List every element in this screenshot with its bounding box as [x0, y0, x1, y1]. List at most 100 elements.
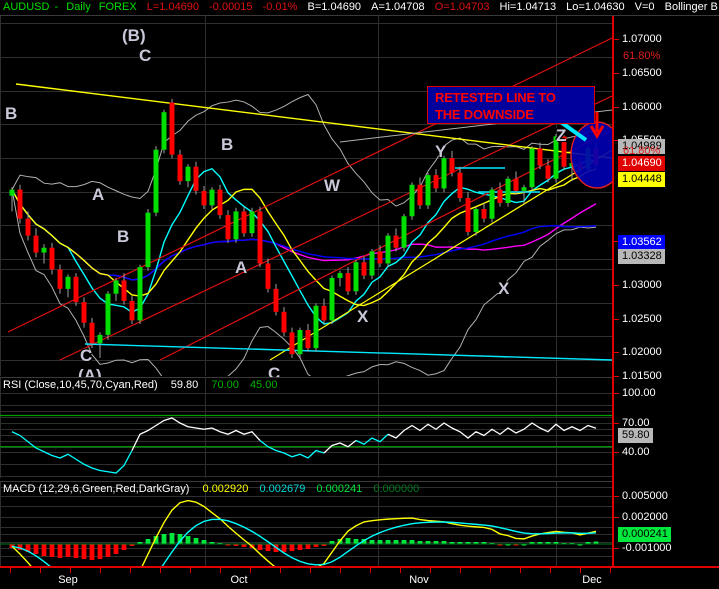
- axis-price-label: 1.02000: [622, 346, 662, 358]
- wave-label-1: C: [139, 46, 152, 65]
- wave-label-2: B: [5, 104, 18, 123]
- macd-value-highlight[interactable]: 0.000241: [618, 527, 671, 542]
- gridline-h: [0, 464, 612, 465]
- price-highlight-2[interactable]: 1.04448: [618, 172, 665, 187]
- axis-price-label: 1.02500: [622, 313, 662, 325]
- price-rsi-divider: [0, 377, 612, 378]
- gridline-h: [0, 336, 612, 337]
- axis-tick: [614, 39, 619, 40]
- axis-tick: [614, 393, 619, 394]
- rsi-upper-level: 70.00: [211, 379, 239, 391]
- time-tick: [550, 568, 551, 573]
- macd-axis-label: 0.002000: [622, 511, 668, 523]
- fib-label-0: 61.80%: [623, 50, 661, 62]
- gridline-h: [0, 393, 612, 394]
- gridline-h: [0, 259, 612, 260]
- wave-label-14: Z: [556, 126, 567, 145]
- annotation-box[interactable]: RETESTED LINE TO THE DOWNSIDE: [427, 86, 595, 124]
- price-highlight-0[interactable]: 1.04989: [618, 139, 665, 154]
- axis-price-label: 1.07000: [622, 33, 662, 45]
- header-divider: [0, 15, 719, 16]
- gridline-h: [0, 405, 612, 406]
- time-tick: [70, 568, 71, 573]
- axis-tick: [614, 73, 619, 74]
- rsi-axis-label: 70.00: [622, 417, 650, 429]
- gridline-h: [0, 527, 612, 528]
- time-tick: [250, 568, 251, 573]
- gridline-v: [556, 16, 557, 376]
- high-price: Hi=1.04713: [499, 1, 557, 13]
- time-tick: [610, 568, 611, 573]
- wave-label-3: A: [92, 185, 105, 204]
- gridline-h: [0, 452, 612, 453]
- price-highlight-4[interactable]: 1.03328: [618, 249, 665, 264]
- gridline-v: [0, 482, 1, 566]
- ask-price: A=1.04708: [371, 1, 425, 13]
- macd-legend: MACD (12,29,6,Green,Red,DarkGray) 0.0029…: [3, 483, 419, 495]
- time-label-sep: Sep: [58, 574, 78, 586]
- wave-label-13: X: [498, 279, 510, 298]
- gridline-h: [0, 534, 612, 535]
- gridline-h: [0, 506, 612, 507]
- price-highlight-3[interactable]: 1.03562: [618, 235, 665, 250]
- gridline-h: [0, 435, 612, 436]
- time-tick: [190, 568, 191, 573]
- macd-panel[interactable]: MACD (12,29,6,Green,Red,DarkGray) 0.0029…: [0, 482, 612, 566]
- rsi-legend-name: RSI (Close,10,45,70,Cyan,Red): [3, 379, 158, 391]
- gridline-h: [0, 158, 612, 159]
- annotation-line-2: THE DOWNSIDE: [435, 107, 534, 122]
- time-label-dec: Dec: [582, 574, 602, 586]
- macd-line-value: 0.002920: [202, 483, 249, 495]
- macd-legend-name: MACD (12,29,6,Green,Red,DarkGray): [3, 483, 190, 495]
- time-tick: [370, 568, 371, 573]
- price-change: -0.00015: [209, 1, 253, 13]
- trendline-5: [84, 343, 612, 361]
- gridline-v: [556, 378, 557, 478]
- time-tick: [160, 568, 161, 573]
- price-chart-panel[interactable]: (B) C B A B C (A) B A C W X Y X Z RETESTED LINE TO THE…: [0, 16, 612, 384]
- gridline-h: [0, 548, 612, 549]
- gridline-h: [0, 411, 612, 412]
- gridline-h: [0, 225, 612, 226]
- gridline-h: [0, 476, 612, 477]
- time-axis[interactable]: Sep Oct Nov Dec: [0, 566, 719, 589]
- time-tick: [460, 568, 461, 573]
- axis-tick: [614, 285, 619, 286]
- axis-price-label: 1.06500: [622, 67, 662, 79]
- open-price: O=1.04703: [434, 1, 490, 13]
- macd-axis-label: -0.001000: [622, 542, 672, 554]
- last-price: L=1.04690: [146, 1, 200, 13]
- wave-label-11: X: [357, 307, 369, 326]
- fib-label-1: 61.80%: [623, 145, 661, 157]
- gridline-h: [0, 429, 612, 430]
- macd-signal-value: 0.002679: [259, 483, 306, 495]
- gridline-h: [0, 417, 612, 418]
- rsi-value-highlight[interactable]: 59.80: [618, 428, 653, 443]
- time-tick: [280, 568, 281, 573]
- gridline-v: [0, 16, 1, 376]
- rsi-legend: RSI (Close,10,45,70,Cyan,Red) 59.80 70.0…: [3, 379, 277, 391]
- wave-label-10: W: [324, 176, 341, 195]
- gridline-v: [205, 378, 206, 478]
- rsi-axis-label: 40.00: [622, 446, 650, 458]
- gridline-h: [0, 542, 612, 543]
- gridline-h: [0, 57, 612, 58]
- time-tick: [520, 568, 521, 573]
- gridline-v: [0, 378, 1, 478]
- trendline-1: [59, 95, 612, 361]
- trendline-3: [269, 149, 612, 361]
- axis-tick: [614, 423, 619, 424]
- price-axis-column[interactable]: 1.070001.065001.060001.055001.040001.030…: [612, 16, 719, 566]
- axis-vertical-line: [612, 16, 614, 566]
- market-label: FOREX: [98, 1, 137, 13]
- annotation-line-1: RETESTED LINE TO: [435, 90, 556, 105]
- axis-tick: [614, 319, 619, 320]
- interval-label: Daily: [66, 1, 91, 13]
- axis-tick: [614, 241, 619, 242]
- rsi-panel[interactable]: RSI (Close,10,45,70,Cyan,Red) 59.80 70.0…: [0, 378, 612, 478]
- macd-histogram-value: 0.000241: [316, 483, 363, 495]
- price-highlight-1[interactable]: 1.04690: [618, 156, 665, 171]
- low-price: Lo=1.04630: [566, 1, 625, 13]
- wave-label-7: B: [221, 135, 234, 154]
